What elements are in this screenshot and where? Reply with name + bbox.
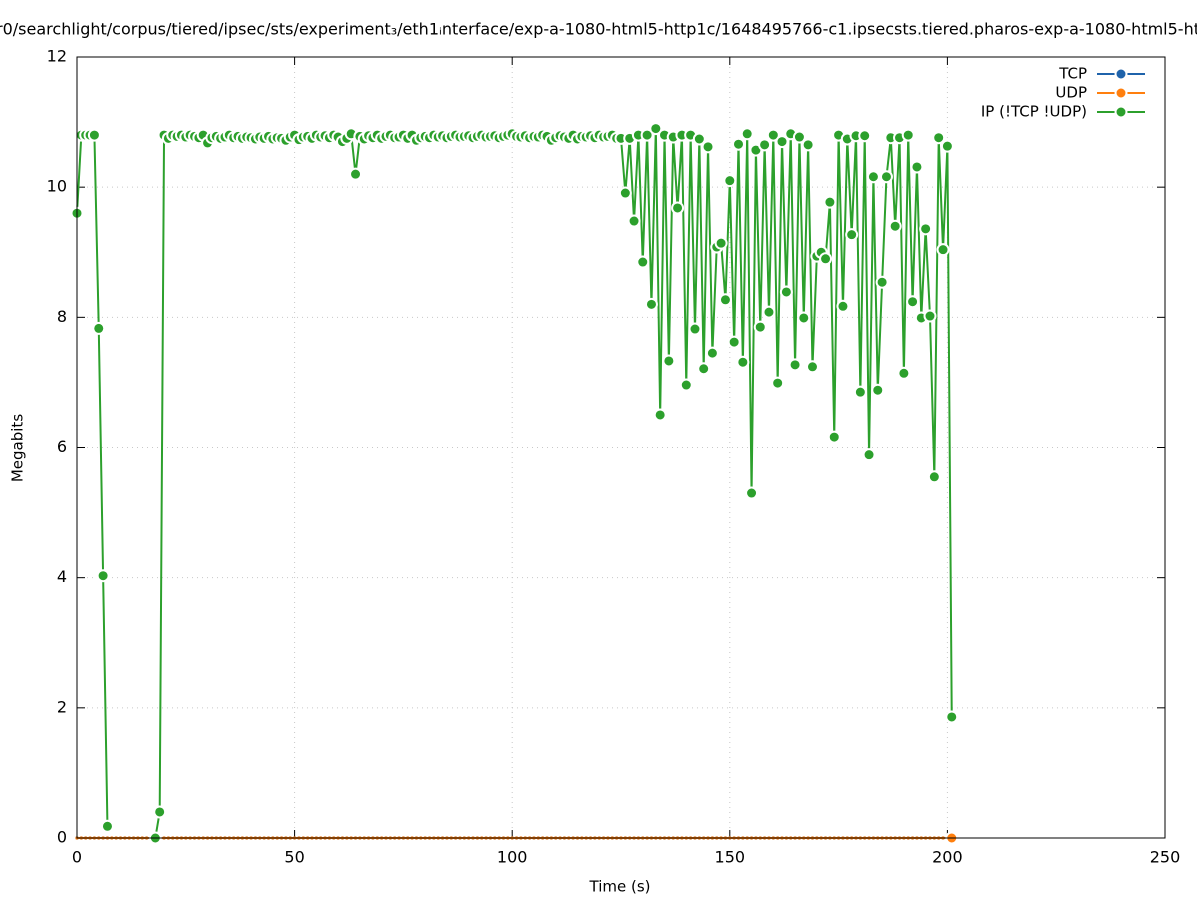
data-point [718, 293, 732, 307]
x-axis-label: Time (s) [589, 878, 651, 896]
data-point [736, 355, 750, 369]
x-tick-label: 0 [72, 848, 82, 867]
data-point [819, 252, 833, 266]
data-point [653, 408, 667, 422]
data-point [823, 195, 837, 209]
data-point [801, 138, 815, 152]
data-point [87, 128, 101, 142]
legend-marker [1114, 105, 1128, 119]
data-point [688, 322, 702, 336]
data-point [92, 321, 106, 335]
data-point [762, 305, 776, 319]
data-point [888, 219, 902, 233]
data-point [853, 385, 867, 399]
data-point [349, 167, 363, 181]
data-point [862, 448, 876, 462]
y-tick-label: 2 [57, 697, 67, 716]
data-point [649, 122, 663, 136]
data-point [827, 430, 841, 444]
data-point [792, 130, 806, 144]
y-tick-label: 0 [57, 828, 67, 847]
data-point [671, 201, 685, 215]
data-point [858, 129, 872, 143]
data-point [697, 362, 711, 376]
data-point [945, 710, 959, 724]
data-point [897, 366, 911, 380]
x-tick-label: 150 [715, 848, 746, 867]
plot-frame [76, 56, 1166, 839]
data-point [153, 805, 167, 819]
data-point [879, 170, 893, 184]
legend-label: TCP [1058, 65, 1087, 83]
data-point [771, 376, 785, 390]
data-point [906, 295, 920, 309]
data-point [845, 228, 859, 242]
legend-label: IP (!TCP !UDP) [981, 103, 1087, 121]
data-point [805, 360, 819, 374]
data-point [901, 128, 915, 142]
data-point [727, 335, 741, 349]
y-tick-label: 6 [57, 437, 67, 456]
data-point [701, 140, 715, 154]
legend-label: UDP [1055, 84, 1087, 102]
data-point [788, 358, 802, 372]
y-tick-label: 12 [47, 47, 67, 66]
data-point [923, 309, 937, 323]
data-point [692, 132, 706, 146]
data-point [932, 131, 946, 145]
data-point [714, 236, 728, 250]
data-point [100, 819, 114, 833]
data-point [875, 275, 889, 289]
data-point [866, 170, 880, 184]
data-point [927, 470, 941, 484]
x-tick-label: 200 [932, 848, 963, 867]
data-point [753, 320, 767, 334]
x-tick-label: 100 [497, 848, 528, 867]
y-axis-label: Megabits [9, 414, 27, 482]
data-point [618, 186, 632, 200]
y-tick-label: 4 [57, 567, 67, 586]
data-point [740, 127, 754, 141]
data-point [636, 255, 650, 269]
data-point [679, 378, 693, 392]
legend-marker [1114, 67, 1128, 81]
data-point [797, 311, 811, 325]
data-point [919, 222, 933, 236]
chart-title: r0/searchlight/corpus/tiered/ipsec/sts/e… [0, 20, 1197, 39]
data-point [775, 135, 789, 149]
data-point [644, 297, 658, 311]
x-tick-label: 250 [1150, 848, 1181, 867]
data-point [936, 243, 950, 257]
data-point [758, 138, 772, 152]
data-point [627, 214, 641, 228]
x-tick-label: 50 [284, 848, 304, 867]
y-tick-label: 8 [57, 307, 67, 326]
data-point [779, 285, 793, 299]
legend-marker [1114, 86, 1128, 100]
data-point [766, 128, 780, 142]
data-point [732, 137, 746, 151]
y-tick-label: 10 [47, 177, 67, 196]
data-point [745, 486, 759, 500]
data-point [836, 299, 850, 313]
data-point [96, 569, 110, 583]
data-point [662, 354, 676, 368]
data-point [871, 383, 885, 397]
data-point [640, 128, 654, 142]
data-point [940, 139, 954, 153]
data-point [723, 174, 737, 188]
data-point [910, 160, 924, 174]
data-point [705, 346, 719, 360]
